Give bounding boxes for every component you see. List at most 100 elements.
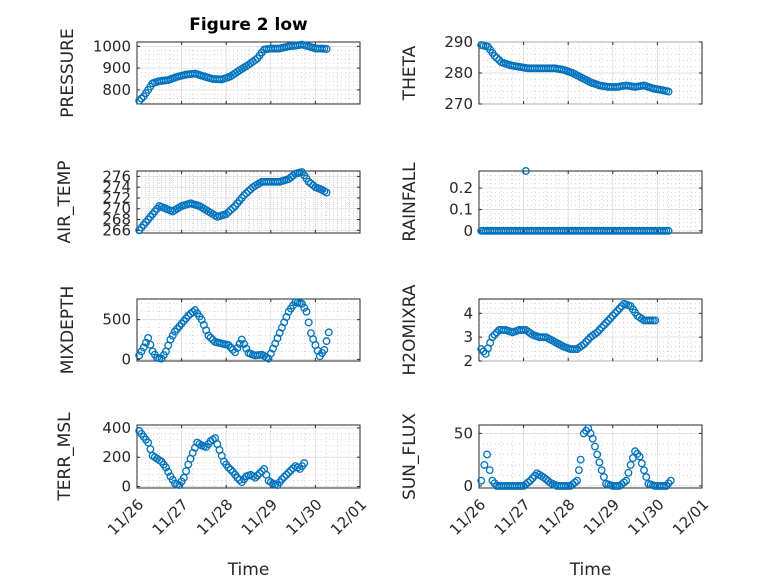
plot-area [136, 170, 361, 234]
y-tick-label: 0 [463, 222, 473, 240]
data-point [226, 206, 235, 215]
data-point [137, 94, 146, 103]
x-tick-label: 12/01 [669, 496, 712, 539]
data-point [284, 468, 293, 477]
y-tick-label: 0.2 [449, 179, 473, 197]
x-axis-label: Time [569, 560, 612, 580]
subplot-7: 0 200 400 11/26 11/27 11/28 11/29 11/30 12/01 Tim… [55, 412, 370, 580]
y-axis-label: AIR_TEMP [55, 161, 75, 244]
x-axis-label: Time [227, 560, 270, 580]
data-point [135, 351, 144, 360]
data-point [289, 171, 298, 180]
data-point [640, 466, 648, 475]
data-point [492, 54, 501, 62]
data-point [660, 226, 669, 235]
y-tick-label: 0 [121, 478, 131, 496]
y-tick-label: 290 [444, 33, 473, 51]
data-point [615, 304, 624, 313]
y-axis-label: SUN_FLUX [400, 413, 420, 500]
data-point [539, 333, 548, 342]
data-point [597, 323, 606, 332]
data-point [139, 343, 148, 352]
data-point [282, 470, 291, 479]
y-tick-label: 276 [102, 167, 131, 185]
data-point [477, 476, 486, 485]
data-point [235, 475, 244, 484]
data-point [224, 341, 233, 350]
data-point [570, 345, 579, 354]
y-axis-label: MIXDEPTH [58, 286, 78, 375]
data-point [162, 463, 170, 472]
data-point [564, 481, 573, 490]
data-point [528, 474, 537, 483]
data-point [253, 471, 262, 480]
data-point [320, 345, 329, 354]
data-point [206, 333, 215, 342]
data-point [226, 465, 235, 474]
data-point [642, 473, 651, 481]
y-tick-label: 268 [102, 211, 131, 229]
y-tick-label: 900 [102, 59, 131, 77]
data-point [651, 316, 660, 325]
data-point [582, 337, 590, 346]
y-tick-label: 4 [463, 304, 473, 322]
x-tick-label: 11/30 [624, 496, 667, 539]
data-point [608, 311, 617, 320]
data-point [164, 467, 173, 476]
data-point [231, 348, 240, 357]
y-tick-label: 266 [102, 221, 131, 239]
y-tick-label: 274 [102, 178, 131, 196]
data-point [240, 191, 248, 200]
data-point [237, 335, 246, 344]
data-point [611, 309, 619, 318]
subplot-4: 0 0.1 0.2 RAINFALL [400, 162, 703, 242]
subplot-6: 2 3 4 H2OMIXRA [400, 284, 703, 376]
x-tick-label: 11/29 [580, 496, 623, 539]
data-point [166, 335, 175, 344]
data-point [648, 316, 657, 325]
data-point [322, 45, 331, 53]
data-point [526, 476, 535, 485]
data-point [235, 339, 244, 348]
subplot-8: 0 50 11/26 11/27 11/28 11/29 11/30 12/01 Time SUN… [400, 413, 712, 580]
y-tick-label: 400 [102, 419, 131, 437]
data-point [521, 167, 530, 175]
data-point [579, 340, 588, 349]
data-point [591, 442, 599, 451]
data-point [606, 314, 615, 323]
data-point [490, 52, 499, 60]
data-point [302, 307, 311, 316]
data-point [646, 316, 655, 325]
data-point [637, 459, 646, 468]
data-point [490, 330, 499, 339]
data-point [595, 458, 604, 467]
data-point [517, 481, 526, 490]
data-point [519, 326, 528, 334]
data-point [251, 473, 260, 482]
data-point [480, 460, 489, 469]
data-point [182, 467, 191, 476]
data-point [244, 187, 253, 196]
x-tick-label: 11/26 [446, 496, 489, 539]
x-tick-label: 11/30 [282, 496, 325, 539]
data-point [595, 326, 604, 334]
data-point [599, 473, 608, 481]
y-axis-label: THETA [400, 45, 420, 101]
data-point [228, 204, 237, 213]
data-point [240, 340, 248, 348]
data-point [146, 340, 155, 349]
data-point [144, 333, 153, 342]
y-tick-label: 500 [102, 311, 131, 329]
data-point [620, 478, 628, 487]
x-tick-label: 11/26 [104, 496, 147, 539]
data-point [322, 188, 331, 197]
data-point [204, 331, 213, 340]
y-axis-label: PRESSURE [58, 28, 78, 117]
data-point [570, 478, 579, 487]
y-axis-label: H2OMIXRA [400, 284, 420, 375]
data-point [588, 434, 597, 443]
data-point [664, 226, 673, 235]
y-axis-label: TERR_MSL [55, 412, 75, 502]
